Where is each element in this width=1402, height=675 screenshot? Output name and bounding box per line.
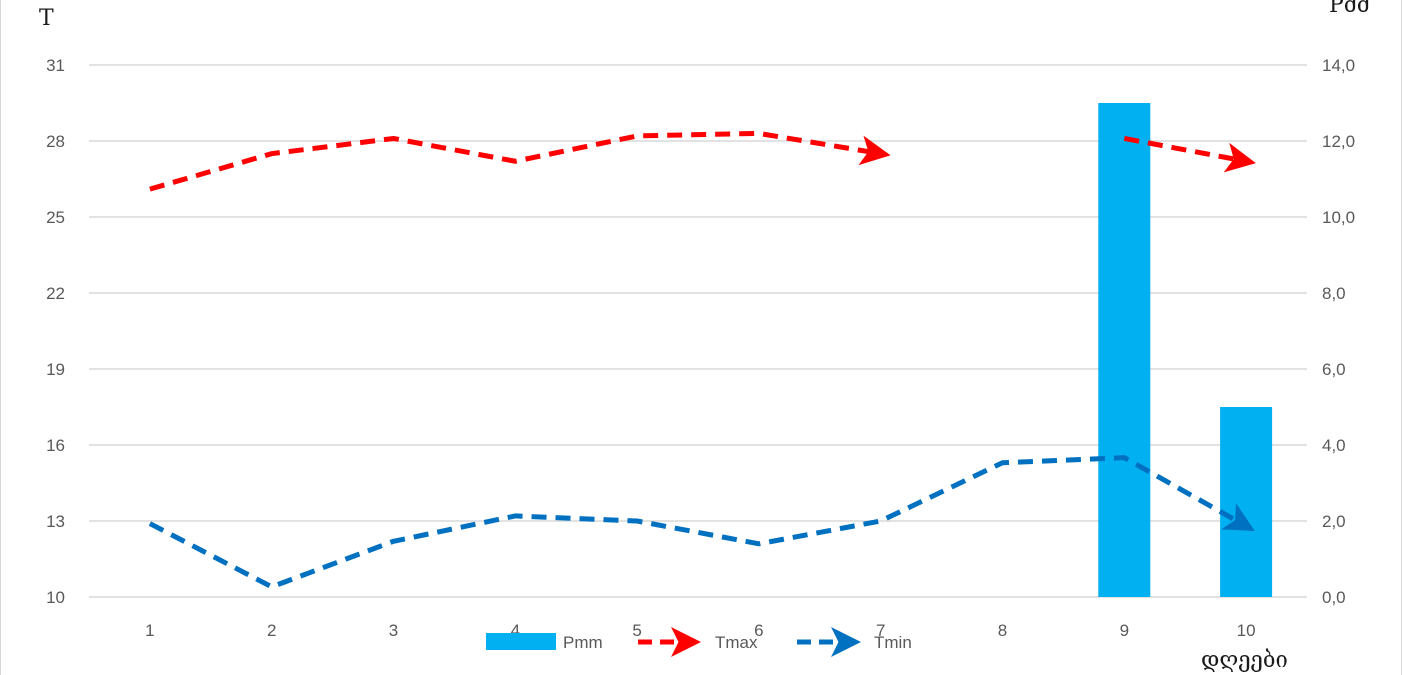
y-left-tick-label: 31 (46, 56, 65, 75)
y-axis-left-label: T (39, 6, 54, 31)
right-axis-ticks: 0,0 2,0 4,0 6,0 8,0 10,0 12,0 14,0 (1322, 56, 1355, 607)
y-right-tick-label: 8,0 (1322, 284, 1346, 303)
bars (1098, 103, 1273, 597)
y-left-tick-label: 28 (46, 132, 65, 151)
x-tick-label: 8 (998, 621, 1007, 640)
gridlines (89, 64, 1307, 598)
line-tmin (148, 455, 1255, 590)
x-tick-label: 4 (511, 621, 520, 640)
lines (148, 130, 1256, 590)
y-left-tick-label: 22 (46, 284, 65, 303)
y-right-tick-label: 0,0 (1322, 588, 1346, 607)
legend-label-pmm: Pmm (563, 633, 603, 652)
y-left-tick-label: 25 (46, 208, 65, 227)
y-right-tick-label: 14,0 (1322, 56, 1355, 75)
x-axis-ticks: 1 2 3 4 5 6 7 8 9 10 (145, 621, 1255, 640)
x-tick-label: 1 (145, 621, 154, 640)
x-tick-label: 7 (876, 621, 885, 640)
y-left-tick-label: 10 (46, 588, 65, 607)
y-right-tick-label: 6,0 (1322, 360, 1346, 379)
x-tick-label: 3 (389, 621, 398, 640)
y-right-tick-label: 2,0 (1322, 512, 1346, 531)
left-axis-ticks: 10 13 16 19 22 25 28 31 (46, 56, 65, 607)
y-right-tick-label: 12,0 (1322, 132, 1355, 151)
legend-swatch-pmm (486, 633, 556, 650)
x-tick-label: 10 (1237, 621, 1256, 640)
y-left-tick-label: 13 (46, 512, 65, 531)
x-tick-label: 5 (632, 621, 641, 640)
x-tick-label: 9 (1120, 621, 1129, 640)
x-tick-label: 6 (754, 621, 763, 640)
y-right-tick-label: 4,0 (1322, 436, 1346, 455)
legend-label-tmax: Tmax (715, 633, 758, 652)
line-tmax (149, 130, 891, 192)
y-left-tick-label: 19 (46, 360, 65, 379)
legend-label-tmin: Tmin (874, 633, 912, 652)
x-tick-label: 2 (267, 621, 276, 640)
y-left-tick-label: 16 (46, 436, 65, 455)
bar-pmm (1098, 103, 1151, 597)
legend: Pmm Tmax Tmin (486, 627, 912, 657)
bar-pmm (1220, 407, 1273, 597)
x-axis-label: დღეები (1201, 648, 1288, 673)
y-axis-right-label: Pმმ (1329, 0, 1370, 18)
y-right-tick-label: 10,0 (1322, 208, 1355, 227)
line-tmax (1123, 136, 1256, 173)
